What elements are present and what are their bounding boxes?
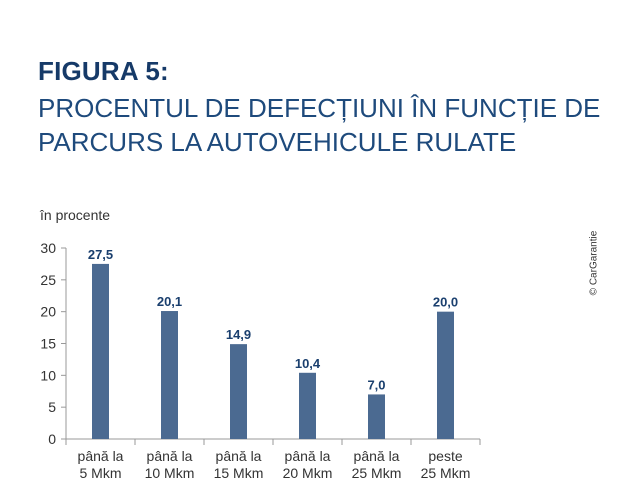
x-category-label: 10 Mkm — [145, 465, 195, 481]
bar-value-label: 27,5 — [88, 247, 113, 262]
x-category-label: până la — [147, 448, 193, 464]
x-category-label: 25 Mkm — [352, 465, 402, 481]
y-tick-label: 0 — [48, 431, 56, 447]
x-category-label: până la — [216, 448, 262, 464]
bar — [299, 372, 316, 439]
x-category-label: până la — [78, 448, 124, 464]
bar — [437, 311, 454, 439]
x-category-label: până la — [285, 448, 331, 464]
figure-subtitle-line-1: PROCENTUL DE DEFECȚIUNI ÎN FUNCȚIE DE — [38, 93, 601, 123]
y-axis-unit-label: în procente — [40, 207, 111, 223]
y-tick-label: 15 — [40, 336, 56, 352]
bar — [92, 263, 109, 439]
bar-value-label: 7,0 — [367, 377, 385, 392]
x-category-label: 5 Mkm — [80, 465, 122, 481]
x-category-label: până la — [354, 448, 400, 464]
y-tick-label: 25 — [40, 272, 56, 288]
x-category-label: peste — [428, 448, 462, 464]
x-category-label: 25 Mkm — [421, 465, 471, 481]
x-category-label: 15 Mkm — [214, 465, 264, 481]
figure-title: FIGURA 5: — [38, 56, 169, 86]
bar-value-label: 10,4 — [295, 356, 321, 371]
bar — [368, 394, 385, 439]
bar — [161, 311, 178, 439]
y-tick-label: 5 — [48, 399, 56, 415]
y-tick-label: 30 — [40, 240, 56, 256]
figure-subtitle-line-2: PARCURS LA AUTOVEHICULE RULATE — [38, 127, 517, 157]
y-tick-label: 10 — [40, 367, 56, 383]
bar — [230, 344, 247, 439]
bar-value-label: 14,9 — [226, 327, 251, 342]
x-category-label: 20 Mkm — [283, 465, 333, 481]
y-tick-label: 20 — [40, 304, 56, 320]
bar-value-label: 20,1 — [157, 294, 182, 309]
bar-value-label: 20,0 — [433, 295, 458, 310]
